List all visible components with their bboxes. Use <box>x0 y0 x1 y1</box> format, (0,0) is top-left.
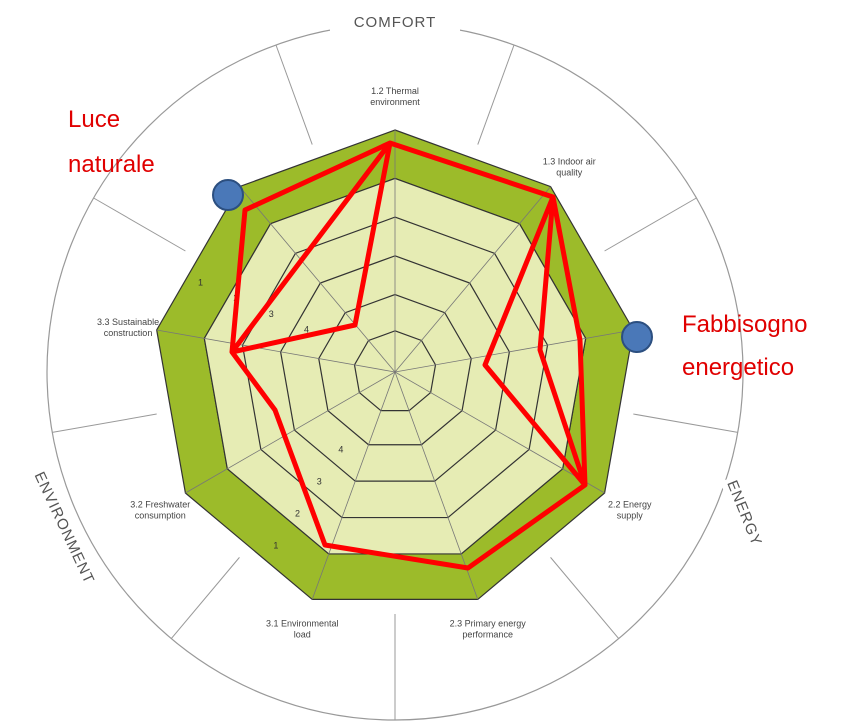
sector-line <box>550 557 620 639</box>
level-label: 4 <box>338 444 343 454</box>
sector-line <box>604 197 697 252</box>
title-bg <box>330 10 460 32</box>
axis-label: 3.3 Sustainable <box>97 317 159 327</box>
ring <box>353 330 437 412</box>
axis-line <box>394 329 634 373</box>
axis-line <box>394 371 479 600</box>
annotation: Fabbisogno <box>682 311 807 338</box>
axis-label: environment <box>370 97 420 107</box>
axis-line <box>394 371 605 494</box>
marker-luce <box>212 179 244 211</box>
axis-line <box>311 371 396 600</box>
axis-label: 3.2 Freshwater <box>130 500 190 510</box>
axis-label: construction <box>104 328 153 338</box>
axis-label: 3.1 Environmental <box>266 619 339 629</box>
axis-line <box>156 329 396 373</box>
section-bg <box>28 467 99 589</box>
level-label: 3 <box>269 309 274 319</box>
sector-line <box>633 413 738 433</box>
axis-line <box>394 186 551 373</box>
axis-label: performance <box>462 630 513 640</box>
axis-label: 2.2 Energy <box>608 500 652 510</box>
axis-label: consumption <box>135 511 186 521</box>
sector-line <box>477 44 515 145</box>
sector-line <box>93 197 186 252</box>
level-label: 4 <box>304 325 309 335</box>
sector-line <box>170 557 240 639</box>
ring <box>318 293 472 446</box>
sector-line <box>275 44 313 145</box>
section-comfort: COMFORT <box>354 14 437 31</box>
level-label: 2 <box>295 508 300 518</box>
axis-label: 1.3 Indoor air <box>543 156 596 166</box>
axis-label: quality <box>556 167 583 177</box>
level-label: 3 <box>317 476 322 486</box>
ring <box>279 255 511 482</box>
level-label: 1 <box>198 277 203 287</box>
axis-label: load <box>294 630 311 640</box>
axis-label: supply <box>617 511 644 521</box>
section-environment: ENVIRONMENT <box>31 469 98 587</box>
section-bg <box>720 474 768 553</box>
annotation: Luce <box>68 106 120 133</box>
marker-fabbisogno <box>621 321 653 353</box>
annotation: energetico <box>682 354 794 381</box>
axis-label: 2.3 Primary energy <box>450 619 527 629</box>
axis-line <box>185 371 396 494</box>
axis-label: 1.2 Thermal <box>371 86 419 96</box>
sector-line <box>52 413 157 433</box>
evaluation-line <box>229 140 588 571</box>
level-label: 1 <box>273 541 278 551</box>
annotation: naturale <box>68 151 155 178</box>
axis-line <box>239 186 396 373</box>
